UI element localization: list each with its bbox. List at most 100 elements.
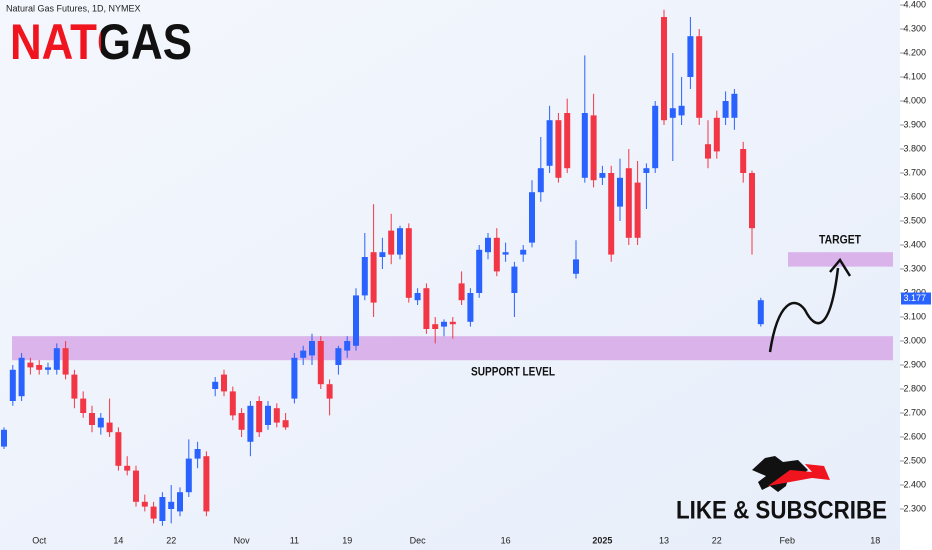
bull-arrow — [768, 464, 830, 486]
candle-body — [256, 401, 263, 433]
candle-body — [133, 470, 139, 502]
projection-arrow — [768, 267, 840, 353]
candle-body — [27, 362, 34, 368]
candle-body — [317, 341, 324, 385]
candle-body — [221, 374, 227, 392]
candle-body — [423, 288, 430, 329]
axis-panel — [900, 0, 932, 550]
candle-body — [159, 497, 166, 521]
candle-body — [388, 230, 395, 255]
zone-label: TARGET — [819, 232, 862, 246]
candle-body — [749, 173, 755, 229]
candle-body — [203, 456, 210, 512]
y-tick-label: 3.700 — [903, 167, 926, 177]
y-tick-label: 2.300 — [903, 503, 926, 513]
candle-body — [115, 432, 122, 466]
candle-body — [432, 324, 439, 329]
y-tick-label: 2.900 — [903, 359, 926, 369]
x-tick-label: Feb — [779, 535, 795, 545]
candle-body — [625, 168, 632, 238]
chart-title: NATGAS — [10, 14, 192, 70]
candle-body — [731, 93, 738, 118]
candle-body — [106, 422, 113, 433]
candle-body — [300, 350, 307, 358]
candle-body — [529, 192, 535, 243]
bull-icon — [752, 456, 808, 492]
candle-body — [669, 108, 676, 118]
y-tick-label: 3.400 — [903, 239, 926, 249]
x-tick-label: 22 — [712, 535, 722, 545]
candle-body — [212, 381, 219, 389]
candle-body — [405, 228, 412, 298]
candle-body — [71, 374, 78, 399]
candle-body — [546, 120, 553, 166]
y-tick-label: 3.800 — [903, 143, 926, 153]
zone — [12, 336, 893, 361]
candle-body — [476, 249, 483, 293]
candle-body — [141, 501, 148, 507]
subtitle: Natural Gas Futures, 1D, NYMEX — [6, 3, 141, 13]
candle-body — [397, 228, 403, 255]
arrow-head — [829, 257, 852, 277]
candle-body — [344, 341, 351, 351]
candle-body — [18, 357, 25, 397]
candle-body — [458, 283, 465, 301]
candle-body — [493, 237, 500, 272]
candle-body — [273, 408, 280, 423]
candle-body — [705, 144, 711, 159]
zone-label: SUPPORT LEVEL — [471, 364, 555, 378]
candle-body — [335, 348, 342, 365]
candle-body — [511, 266, 518, 293]
x-tick-label: Dec — [410, 535, 427, 545]
x-tick-label: 16 — [501, 535, 511, 545]
y-tick-label: 4.300 — [903, 23, 926, 33]
x-tick-label: 19 — [342, 535, 352, 545]
candle-body — [370, 252, 377, 303]
candle-body — [97, 417, 104, 428]
candle-body — [282, 420, 289, 428]
candle-body — [502, 252, 509, 255]
candle-body — [599, 173, 606, 178]
candle-body — [757, 300, 764, 325]
y-tick-label: 2.700 — [903, 407, 926, 417]
candle-body — [687, 36, 694, 77]
candle-body — [185, 458, 192, 493]
candle-body — [608, 173, 615, 255]
banner: LIKE & SUBSCRIBE — [676, 497, 887, 525]
candle-body — [124, 465, 131, 471]
y-tick-label: 3.200 — [903, 287, 926, 297]
candle-body — [467, 293, 474, 322]
y-tick-label: 3.100 — [903, 311, 926, 321]
candle-body — [326, 384, 333, 399]
candle-body — [573, 259, 579, 274]
x-tick-label: 14 — [113, 535, 123, 545]
y-tick-label: 4.200 — [903, 47, 926, 57]
candle-body — [379, 252, 386, 257]
candle-body — [713, 117, 720, 152]
candle-body — [555, 120, 562, 178]
candle-body — [696, 36, 703, 118]
candle-body — [441, 321, 447, 327]
candle-body — [678, 105, 685, 116]
candle-body — [265, 405, 271, 425]
x-tick-label: 11 — [290, 535, 299, 545]
candle-body — [36, 365, 43, 370]
candle-body — [62, 348, 69, 375]
candle-body — [449, 321, 456, 325]
x-tick-label: 2025 — [592, 535, 612, 545]
candle-body — [1, 429, 7, 447]
candle-body — [652, 105, 659, 169]
y-tick-label: 2.400 — [903, 479, 926, 489]
x-tick-label: 22 — [166, 535, 176, 545]
x-tick-label: Nov — [234, 535, 251, 545]
candle-body — [309, 341, 315, 356]
candle-body — [353, 295, 359, 346]
candle-body — [168, 501, 175, 509]
candle-body — [53, 348, 60, 370]
candle-body — [590, 115, 597, 181]
y-tick-label: 4.000 — [903, 95, 926, 105]
candle-body — [414, 293, 421, 301]
y-tick-label: 3.000 — [903, 335, 926, 345]
candle-body — [45, 367, 51, 370]
